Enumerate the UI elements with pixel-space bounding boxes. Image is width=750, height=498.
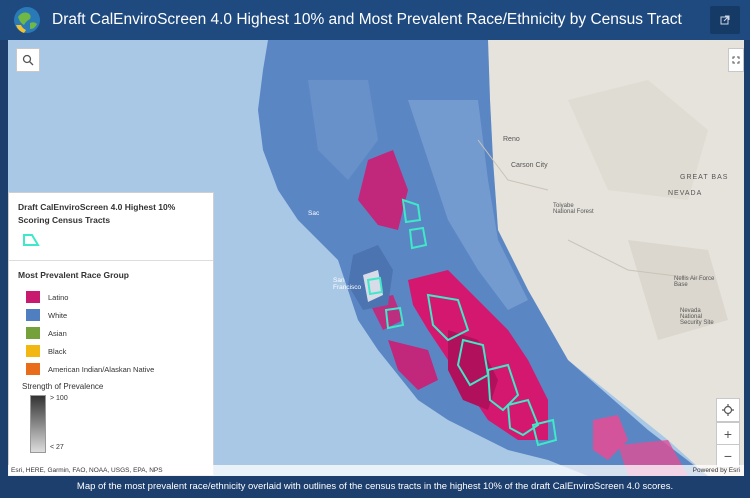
powered-by[interactable]: Powered by Esri <box>692 467 740 474</box>
place-label: Nellis Air Force Base <box>674 276 715 288</box>
locate-button[interactable] <box>716 398 740 422</box>
globe-phone-icon <box>14 7 40 33</box>
external-link-icon <box>720 15 730 25</box>
strength-high-label: > 100 <box>50 395 68 402</box>
strength-low-label: < 27 <box>50 444 64 451</box>
map-caption: Map of the most prevalent race/ethnicity… <box>0 476 750 498</box>
place-label: Carson City <box>511 162 548 169</box>
place-label: San Francisco <box>333 277 362 291</box>
place-label: NEVADA <box>668 190 703 197</box>
page-title: Draft CalEnviroScreen 4.0 Highest 10% an… <box>52 11 682 28</box>
expand-icon <box>732 56 740 64</box>
legend-item: American Indian/Alaskan Native <box>18 360 204 378</box>
share-button[interactable] <box>710 6 740 34</box>
strength-scale: > 100 < 27 <box>30 395 204 453</box>
legend-panel: Draft CalEnviroScreen 4.0 Highest 10% Sc… <box>8 192 214 476</box>
legend-layer2-title: Most Prevalent Race Group <box>18 270 130 280</box>
strength-title: Strength of Prevalence <box>22 382 104 391</box>
search-button[interactable] <box>16 48 40 72</box>
map-canvas[interactable] <box>8 40 744 476</box>
american-indian-swatch <box>26 363 40 375</box>
locate-icon <box>722 404 734 416</box>
legend-item: Asian <box>18 324 204 342</box>
outline-swatch <box>23 234 40 246</box>
strength-gradient <box>30 395 46 453</box>
legend-item: Latino <box>18 288 204 306</box>
asian-swatch <box>26 327 40 339</box>
white-swatch <box>26 309 40 321</box>
zoom-in-button[interactable]: + <box>716 422 740 446</box>
legend-item: White <box>18 306 204 324</box>
attribution-bar: Esri, HERE, Garmin, FAO, NOAA, USGS, EPA… <box>8 465 744 476</box>
attribution-sources: Esri, HERE, Garmin, FAO, NOAA, USGS, EPA… <box>11 467 163 474</box>
place-label: GREAT BAS <box>680 174 729 181</box>
legend-layer1-title: Draft CalEnviroScreen 4.0 Highest 10% Sc… <box>18 202 176 225</box>
place-label: Toiyabe National Forest <box>553 203 594 215</box>
black-swatch <box>26 345 40 357</box>
map-view[interactable]: Reno Carson City GREAT BAS NEVADA Nellis… <box>8 40 744 476</box>
latino-swatch <box>26 291 40 303</box>
place-label: Nevada National Security Site <box>680 308 714 326</box>
place-label: Sac <box>308 210 320 217</box>
place-label: Reno <box>503 136 520 143</box>
search-icon <box>22 54 34 66</box>
expand-button[interactable] <box>728 48 744 72</box>
legend-item: Black <box>18 342 204 360</box>
app-header: Draft CalEnviroScreen 4.0 Highest 10% an… <box>0 0 750 40</box>
